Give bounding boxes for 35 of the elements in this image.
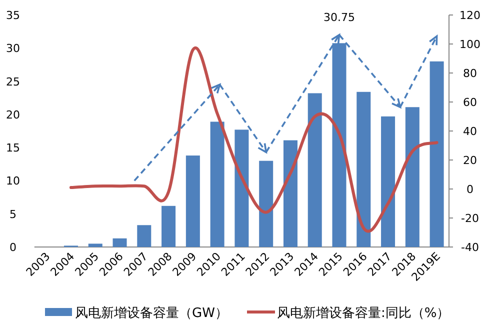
legend-label: 风电新增设备容量（GW） [75,305,228,321]
y2-tick-label: 100 [460,38,480,51]
y-tick-label: 0 [10,241,16,254]
bar [283,140,298,247]
bar [259,160,274,247]
y2-tick-label: 40 [463,125,477,138]
y-tick-label: 20 [6,108,20,122]
y-tick-label: 35 [6,9,20,22]
bar [162,206,176,247]
bar [137,225,152,247]
y2-tick-label: -20 [461,212,479,225]
bar [405,107,420,247]
annotation: 30.75 [324,11,356,24]
bar [88,244,102,247]
bar [234,130,249,247]
bar [356,92,371,247]
bar [210,122,224,247]
bar [308,93,322,247]
y-tick-label: 5 [10,208,16,221]
bar [430,61,444,247]
bar [332,43,346,247]
y2-tick-label: 60 [463,96,477,109]
legend-label: 风电新增设备容量:同比（%） [277,305,450,321]
y-tick-label: 30 [6,42,20,56]
y2-tick-label: 0 [466,183,474,196]
y2-tick-label: -40 [461,241,479,254]
bar [112,238,127,247]
bar [186,156,200,247]
y2-tick-label: 120 [460,9,480,22]
bar [381,116,396,247]
y-tick-label: 25 [6,75,20,88]
y-tick-label: 10 [6,174,20,188]
y2-tick-label: 20 [463,154,477,167]
y-tick-label: 15 [6,142,20,155]
y2-tick-label: 80 [463,67,477,80]
